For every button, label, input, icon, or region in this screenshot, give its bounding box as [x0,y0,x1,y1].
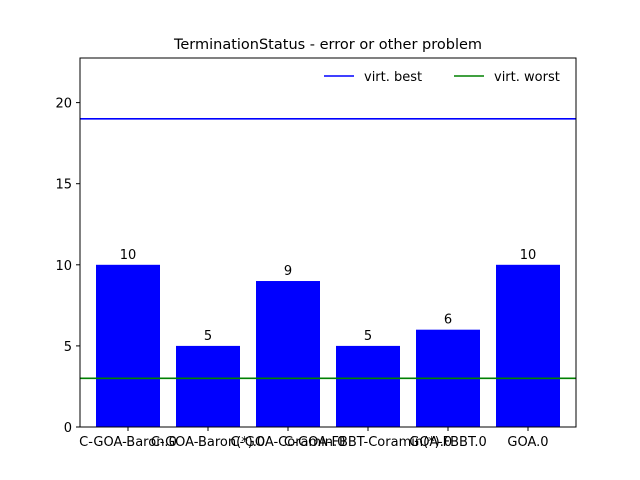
x-tick-label: C-GOA-Baron.0 [79,435,177,450]
axis-ticks-group: C-GOA-Baron.0C-GOA-Baron(*).0C-GOA-Coram… [55,97,548,450]
legend-label: virt. best [364,70,422,85]
bar-value-label: 10 [520,248,537,263]
bar-value-label: 9 [284,264,292,279]
bar-value-label: 10 [120,248,137,263]
bar [96,264,160,427]
y-tick-label: 15 [55,178,72,193]
y-tick-label: 5 [64,340,72,355]
legend-label: virt. worst [494,70,560,85]
y-tick-label: 20 [55,97,72,112]
bar-value-label: 5 [204,329,212,344]
x-tick-label: GOA-FBBT.0 [409,435,487,450]
legend: virt. best virt. worst [324,70,560,85]
bar [496,264,560,427]
x-tick-label: GOA.0 [507,435,548,450]
x-tick-label: C-GOA-Baron(*).0 [151,435,265,450]
y-tick-label: 10 [55,259,72,274]
chart-title: TerminationStatus - error or other probl… [173,37,482,53]
bar [336,345,400,427]
bars-group: 10 5 9 5 6 10 [96,248,560,427]
bar-value-label: 6 [444,313,452,328]
reference-lines-group [80,118,576,380]
plot-area-frame [79,57,577,428]
bar [256,281,320,427]
x-tick-label: C-GOA-FBBT-Coramin(*).0 [284,435,452,450]
x-tick-label: C-GOA-Coramin.0 [231,435,346,450]
y-tick-label: 0 [64,421,72,436]
bar-value-label: 5 [364,329,372,344]
bar [176,345,240,427]
